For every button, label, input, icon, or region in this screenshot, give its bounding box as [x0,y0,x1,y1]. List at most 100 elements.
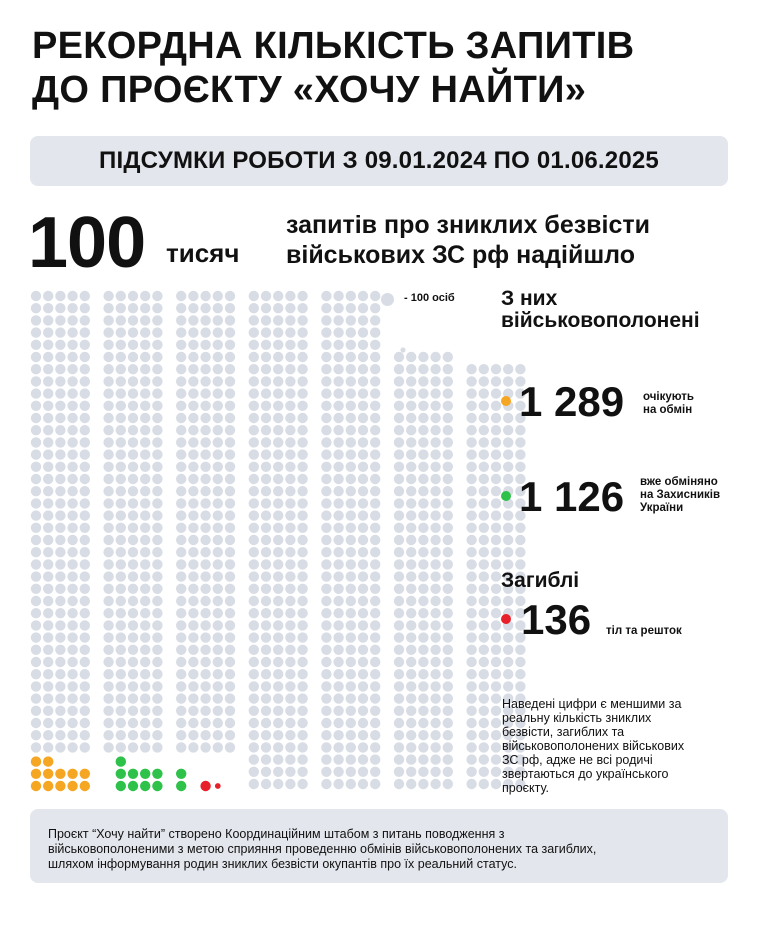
person-dot [188,705,199,716]
exchanged-note-line-1: вже обміняно [640,476,718,488]
person-dot [466,608,477,619]
person-dot [212,388,223,399]
person-dot [200,583,211,594]
person-dot [370,461,381,472]
person-dot [418,461,429,472]
person-dot [393,669,405,680]
person-dot [115,376,127,387]
person-dot [357,364,369,375]
person-dot [357,510,369,521]
person-dot [79,522,91,533]
awaiting-note: очікують на обмін [643,391,694,417]
person-dot [176,534,187,546]
person-dot [430,437,441,448]
person-dot [115,644,127,655]
person-dot [393,388,405,399]
person-dot [478,669,489,680]
person-dot [224,644,236,655]
person-dot [79,608,91,619]
person-dot [418,742,429,753]
person-dot [55,327,66,338]
person-dot [79,449,91,460]
person-dot [152,620,163,631]
person-dot [321,303,332,314]
person-dot [370,571,381,582]
person-dot [176,522,187,533]
person-dot [478,400,489,411]
person-dot [127,681,139,692]
person-dot [260,327,272,338]
person-dot [478,681,489,692]
person-dot [442,693,453,704]
person-dot [200,620,211,631]
person-dot [79,351,91,363]
person-dot [30,644,42,655]
person-dot [333,620,344,631]
person-dot [103,547,114,558]
person-dot [357,766,369,777]
person-dot [515,608,526,619]
person-dot [503,717,514,729]
person-dot [43,449,54,460]
person-dot [357,595,369,607]
person-dot [127,425,139,436]
person-dot [393,400,405,411]
person-dot [79,315,91,326]
person-dot [79,412,91,424]
person-dot [285,559,296,570]
person-dot [393,376,405,387]
person-dot [43,461,54,472]
person-dot [393,473,405,485]
person-dot [393,486,405,497]
person-dot [406,461,417,472]
person-dot [55,351,66,363]
person-dot [115,315,127,326]
person-dot [55,669,66,680]
person-dot [357,376,369,387]
person-dot [260,425,272,436]
person-dot [466,400,477,411]
person-dot [393,437,405,448]
person-dot [152,632,163,643]
person-dot [212,693,223,704]
person-dot [273,315,284,326]
person-dot [103,388,114,399]
person-dot [212,364,223,375]
total-requests-description: запитів про зниклих безвісти військових … [286,210,726,270]
person-dot [127,693,139,704]
person-dot [140,717,151,729]
person-dot [321,339,332,350]
person-dot [212,449,223,460]
person-dot [370,705,381,716]
person-dot [127,742,139,753]
awaiting-dot [67,780,78,792]
exchanged-dot [176,780,187,792]
person-dot [490,742,502,753]
person-dot [285,547,296,558]
person-dot [466,693,477,704]
person-dot [466,412,477,424]
person-dot [188,486,199,497]
person-dot [393,412,405,424]
exchanged-dot-icon [501,491,511,501]
person-dot [345,522,356,533]
person-dot [285,656,296,668]
person-dot [406,388,417,399]
person-dot [127,571,139,582]
person-dot [188,669,199,680]
person-dot [370,412,381,424]
person-dot [478,473,489,485]
person-dot [515,571,526,582]
person-dot [212,437,223,448]
person-dot [67,388,78,399]
person-dot [345,656,356,668]
person-dot [503,632,514,643]
person-dot [67,425,78,436]
person-dot [188,364,199,375]
person-dot [260,339,272,350]
person-dot [297,388,308,399]
person-dot [442,522,453,533]
person-dot [370,351,381,363]
person-dot [503,364,514,375]
person-dot [152,717,163,729]
